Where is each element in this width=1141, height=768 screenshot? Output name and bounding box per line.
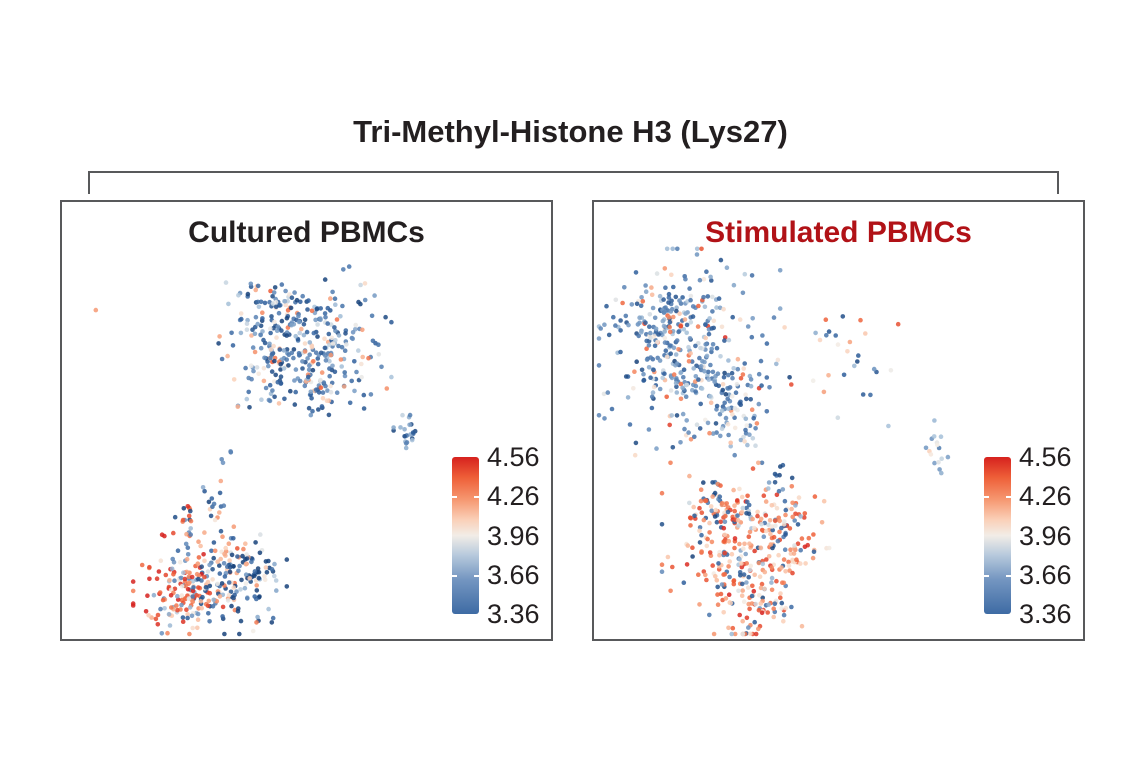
colorbar-tick-mark (474, 496, 479, 499)
umap-scatter-stimulated (596, 246, 951, 637)
colorbar-tick-label: 4.56 (487, 442, 540, 472)
colorbar-tick-label: 3.66 (1019, 559, 1072, 590)
panel-title-stimulated: Stimulated PBMCs (705, 216, 972, 249)
colorbar-tick-mark (984, 574, 989, 577)
figure-title: Tri-Methyl-Histone H3 (Lys27) (353, 114, 788, 149)
bracket-span (88, 171, 1059, 194)
colorbar-gradient (984, 457, 1011, 614)
colorbar-tick-mark (984, 496, 989, 499)
colorbar-tick-mark (1006, 496, 1011, 499)
colorbar-tick-label: 3.96 (1019, 520, 1072, 551)
colorbar-tick-label: 4.26 (1019, 481, 1072, 512)
colorbar-tick-label: 3.36 (1019, 599, 1072, 629)
colorbar-tick-mark (1006, 574, 1011, 577)
colorbar-tick-label: 3.96 (487, 520, 540, 551)
colorbar-tick-mark (452, 574, 457, 577)
umap-scatter-cultured (93, 264, 418, 637)
colorbar-tick-label: 4.26 (487, 481, 540, 512)
colorbar-tick-label: 4.56 (1019, 442, 1072, 472)
colorbar-tick-label: 3.36 (487, 599, 540, 629)
panel-title-cultured: Cultured PBMCs (188, 216, 425, 249)
colorbar-gradient (452, 457, 479, 614)
colorbar-tick-mark (452, 496, 457, 499)
colorbar-tick-label: 3.66 (487, 559, 540, 590)
colorbar-tick-mark (474, 574, 479, 577)
panel-cultured-pbmcs: Cultured PBMCs 4.56 4.26 3.96 3.66 3.36 (60, 200, 553, 641)
panel-stimulated-pbmcs: Stimulated PBMCs 4.56 4.26 3.96 3.66 3.36 (592, 200, 1085, 641)
